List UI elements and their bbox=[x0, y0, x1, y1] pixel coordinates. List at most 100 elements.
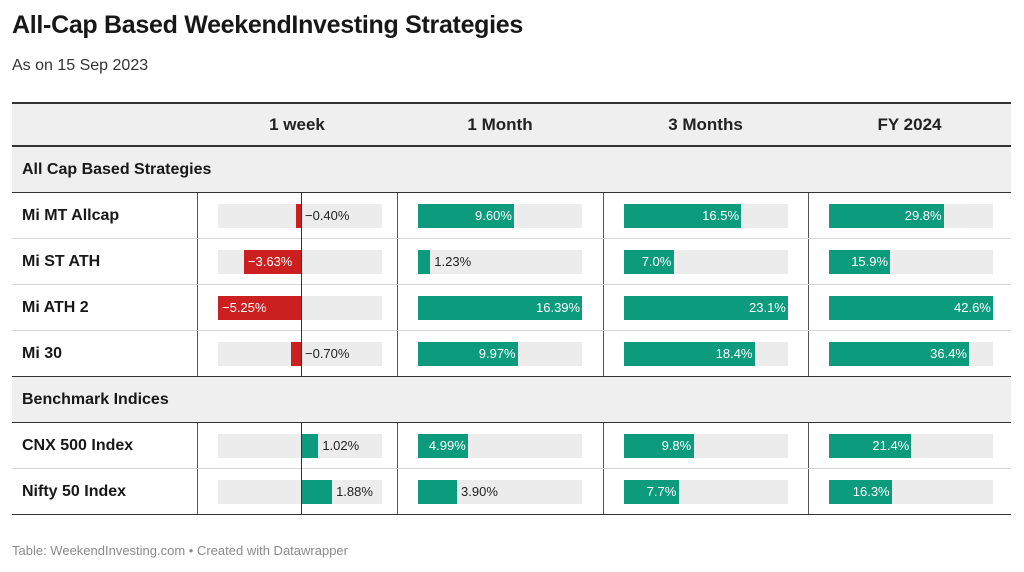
row-label: Mi ATH 2 bbox=[22, 299, 89, 316]
row-label: Mi 30 bbox=[22, 345, 63, 362]
value-bar bbox=[829, 434, 912, 458]
value-cell: 9.8% bbox=[603, 423, 808, 468]
value-cell: 16.3% bbox=[808, 469, 1011, 514]
value-cell: 15.9% bbox=[808, 239, 1011, 284]
value-cell: 7.0% bbox=[603, 239, 808, 284]
value-label: −0.70% bbox=[305, 346, 350, 361]
bar-track: 42.6% bbox=[829, 296, 993, 320]
table-row: Mi ST ATH −3.63% 1.23% 7.0% 15.9% bbox=[12, 239, 1011, 285]
value-label: 21.4% bbox=[872, 438, 910, 453]
value-cell: 7.7% bbox=[603, 469, 808, 514]
bar-track: 1.23% bbox=[418, 250, 582, 274]
group-label: All Cap Based Strategies bbox=[22, 161, 212, 178]
value-label: 9.8% bbox=[661, 438, 692, 453]
value-label: 18.4% bbox=[715, 346, 753, 361]
chart-subtitle: As on 15 Sep 2023 bbox=[12, 57, 149, 74]
table-row: CNX 500 Index 1.02% 4.99% 9.8% 21.4% bbox=[12, 423, 1011, 469]
bar-track: 15.9% bbox=[829, 250, 993, 274]
value-cell: 9.97% bbox=[397, 331, 603, 376]
value-label: 29.8% bbox=[904, 208, 942, 223]
value-cell: 16.5% bbox=[603, 193, 808, 238]
value-bar bbox=[418, 296, 582, 320]
footer-credit: Table: WeekendInvesting.com • Created wi… bbox=[12, 543, 348, 558]
value-label: 16.5% bbox=[702, 208, 740, 223]
value-label: −5.25% bbox=[222, 300, 267, 315]
value-cell: 29.8% bbox=[808, 193, 1011, 238]
bar-track: 9.60% bbox=[418, 204, 582, 228]
bar-track: 1.88% bbox=[218, 480, 382, 504]
value-label: 7.0% bbox=[641, 254, 672, 269]
chart-title: All-Cap Based WeekendInvesting Strategie… bbox=[12, 11, 524, 39]
value-bar bbox=[624, 434, 694, 458]
value-bar bbox=[418, 480, 458, 504]
bar-track: 1.02% bbox=[218, 434, 382, 458]
value-bar bbox=[624, 204, 742, 228]
value-label: 4.99% bbox=[428, 438, 466, 453]
bar-track: 9.97% bbox=[418, 342, 582, 366]
value-cell: 16.39% bbox=[397, 285, 603, 330]
value-label: 3.90% bbox=[461, 484, 498, 499]
value-label: 36.4% bbox=[930, 346, 967, 361]
value-label: 1.02% bbox=[322, 438, 360, 453]
value-cell: 23.1% bbox=[603, 285, 808, 330]
value-cell: 4.99% bbox=[397, 423, 603, 468]
value-bar bbox=[218, 296, 302, 320]
value-bar bbox=[418, 204, 515, 228]
bar-track: 9.8% bbox=[624, 434, 788, 458]
value-cell: 21.4% bbox=[808, 423, 1011, 468]
value-label: 1.88% bbox=[336, 484, 373, 499]
zero-line bbox=[301, 193, 302, 377]
bar-track: 29.8% bbox=[829, 204, 993, 228]
value-bar bbox=[624, 250, 674, 274]
bar-track: 18.4% bbox=[624, 342, 788, 366]
row-label: Mi MT Allcap bbox=[22, 207, 120, 224]
column-header: 3 Months bbox=[668, 115, 743, 134]
bar-track: 36.4% bbox=[829, 342, 993, 366]
value-label: 16.39% bbox=[536, 300, 581, 315]
value-bar bbox=[295, 204, 302, 228]
value-cell: 42.6% bbox=[808, 285, 1011, 330]
value-bar bbox=[302, 434, 319, 458]
value-bar bbox=[290, 342, 302, 366]
value-label: 9.60% bbox=[475, 208, 512, 223]
bar-track: 23.1% bbox=[624, 296, 788, 320]
bar-track: 16.39% bbox=[418, 296, 582, 320]
row-label: CNX 500 Index bbox=[22, 437, 134, 454]
bar-track: 4.99% bbox=[418, 434, 582, 458]
bar-track: 21.4% bbox=[829, 434, 993, 458]
value-cell: 9.60% bbox=[397, 193, 603, 238]
value-label: −0.40% bbox=[305, 208, 350, 223]
value-cell: 36.4% bbox=[808, 331, 1011, 376]
bar-track: 7.0% bbox=[624, 250, 788, 274]
value-bar bbox=[418, 434, 468, 458]
value-bar bbox=[829, 296, 993, 320]
value-bar bbox=[243, 250, 302, 274]
row-label: Nifty 50 Index bbox=[22, 483, 127, 500]
bar-track: 7.7% bbox=[624, 480, 788, 504]
bar-track: 3.90% bbox=[418, 480, 582, 504]
value-cell: 3.90% bbox=[397, 469, 603, 514]
column-header: 1 week bbox=[269, 115, 325, 134]
value-bar bbox=[624, 342, 755, 366]
value-label: 15.9% bbox=[851, 254, 889, 269]
value-bar bbox=[829, 250, 891, 274]
value-bar bbox=[624, 296, 788, 320]
bar-track: 16.3% bbox=[829, 480, 993, 504]
value-label: −3.63% bbox=[247, 254, 293, 269]
bar-track: −3.63% bbox=[218, 250, 382, 274]
group-header: All Cap Based Strategies bbox=[12, 147, 1011, 193]
value-bar bbox=[829, 342, 970, 366]
group-label: Benchmark Indices bbox=[22, 391, 169, 408]
value-bar bbox=[624, 480, 679, 504]
value-cell: 1.23% bbox=[397, 239, 603, 284]
value-bar bbox=[829, 204, 944, 228]
column-header: FY 2024 bbox=[877, 115, 942, 134]
value-label: 23.1% bbox=[749, 300, 786, 315]
value-label: 42.6% bbox=[954, 300, 991, 315]
table-row: Mi ATH 2 −5.25% 16.39% 23.1% 42.6% bbox=[12, 285, 1011, 331]
value-cell: 18.4% bbox=[603, 331, 808, 376]
value-cell: 1.02% bbox=[197, 423, 397, 468]
value-label: 9.97% bbox=[478, 346, 516, 361]
value-bar bbox=[302, 480, 333, 504]
group-header: Benchmark Indices bbox=[12, 377, 1011, 423]
